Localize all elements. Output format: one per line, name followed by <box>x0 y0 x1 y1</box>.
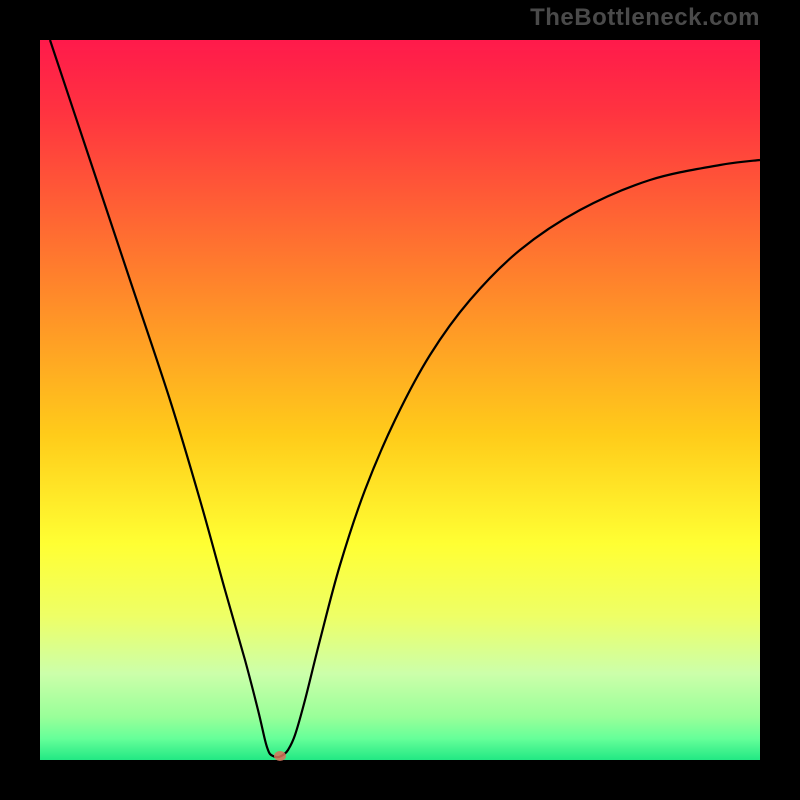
watermark-text: TheBottleneck.com <box>530 4 760 32</box>
plot-area <box>40 40 760 760</box>
chart-container: TheBottleneck.com <box>0 0 800 800</box>
chart-svg <box>0 0 800 800</box>
optimal-marker <box>274 751 286 761</box>
